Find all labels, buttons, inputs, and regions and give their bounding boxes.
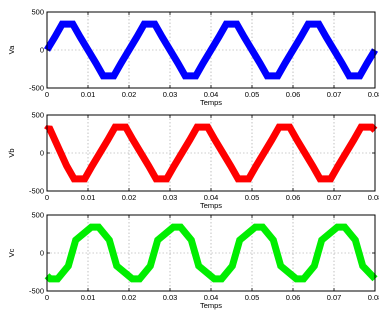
x-tick-label: 0.08 [368, 293, 379, 302]
x-axis-label: Temps [200, 201, 222, 210]
x-tick-label: 0.06 [286, 193, 301, 202]
subplot-2: 00.010.020.030.040.050.060.070.085000-50… [7, 111, 379, 211]
x-tick-label: 0.03 [163, 90, 178, 99]
x-tick-label: 0.04 [204, 90, 219, 99]
x-tick-label: 0.05 [245, 293, 260, 302]
x-tick-label: 0.01 [81, 293, 96, 302]
x-tick-label: 0.07 [327, 293, 342, 302]
x-axis-label: Temps [200, 98, 222, 107]
y-tick-label: 500 [31, 211, 44, 220]
y-tick-label: -500 [29, 84, 44, 93]
y-tick-label: -500 [29, 287, 44, 296]
x-tick-label: 0 [45, 293, 49, 302]
y-tick-label: 0 [40, 46, 44, 55]
x-tick-label: 0.04 [204, 193, 219, 202]
x-tick-label: 0 [45, 90, 49, 99]
x-tick-label: 0.05 [245, 90, 260, 99]
x-tick-label: 0.06 [286, 90, 301, 99]
x-tick-label: 0.07 [327, 193, 342, 202]
x-tick-label: 0.02 [122, 90, 137, 99]
y-axis-label: Va [7, 45, 16, 54]
x-tick-label: 0.02 [122, 293, 137, 302]
x-tick-label: 0 [45, 193, 49, 202]
x-tick-label: 0.02 [122, 193, 137, 202]
series-line [44, 223, 378, 283]
x-tick-label: 0.05 [245, 193, 260, 202]
subplot-3: 00.010.020.030.040.050.060.070.085000-50… [7, 211, 379, 311]
x-tick-label: 0.03 [163, 193, 178, 202]
y-tick-label: 0 [40, 149, 44, 158]
x-tick-label: 0.01 [81, 90, 96, 99]
x-tick-label: 0.08 [368, 90, 379, 99]
x-tick-label: 0.08 [368, 193, 379, 202]
x-tick-label: 0.01 [81, 193, 96, 202]
series-line [44, 123, 378, 183]
series-line [44, 20, 378, 80]
x-tick-label: 0.06 [286, 293, 301, 302]
y-tick-label: 0 [40, 249, 44, 258]
y-tick-label: 500 [31, 111, 44, 120]
x-tick-label: 0.04 [204, 293, 219, 302]
subplot-1: 00.010.020.030.040.050.060.070.085000-50… [7, 8, 379, 108]
y-axis-label: Vb [7, 148, 16, 157]
y-tick-label: 500 [31, 8, 44, 17]
x-axis-label: Temps [200, 301, 222, 310]
y-axis-label: Vc [7, 248, 16, 257]
x-tick-label: 0.03 [163, 293, 178, 302]
x-tick-label: 0.07 [327, 90, 342, 99]
y-tick-label: -500 [29, 187, 44, 196]
